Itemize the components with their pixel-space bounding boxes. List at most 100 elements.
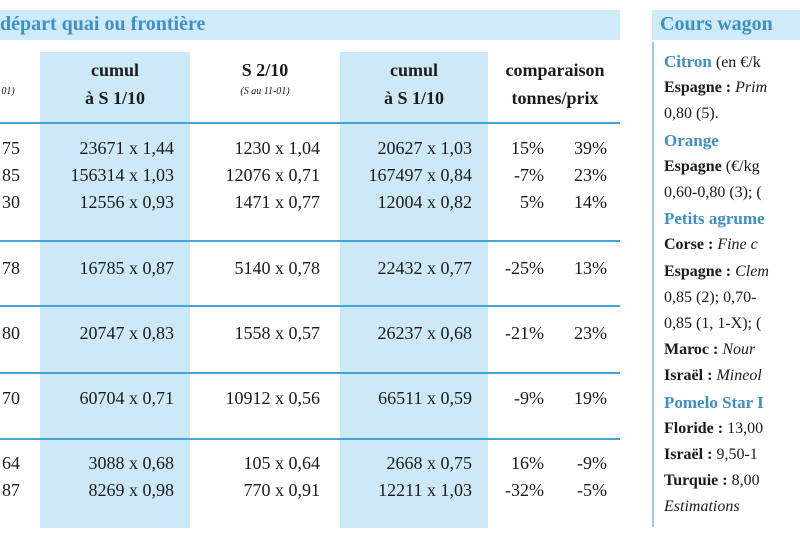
- side-text: (en €/k: [711, 54, 761, 71]
- side-line: 0,85 (2); 0,70-: [664, 286, 756, 309]
- side-line: Orange: [664, 129, 719, 153]
- table-cell: 5%: [520, 192, 544, 212]
- side-text: Fine c: [713, 236, 758, 254]
- side-text: 13,00: [723, 419, 764, 437]
- table-cell: 167497 x 0,84: [368, 165, 473, 185]
- side-text: Citron: [664, 52, 712, 71]
- header-s210: S 2/10 (S au 11-01): [190, 56, 340, 100]
- header-left-sub: 01): [0, 84, 16, 100]
- table-cell: 23671 x 1,44: [79, 138, 175, 158]
- side-text: Espagne :: [664, 262, 732, 280]
- header-cumul-1-line2: à S 1/10: [84, 88, 145, 108]
- table-cell: -9%: [577, 453, 607, 473]
- side-text: 8,00: [727, 472, 760, 490]
- side-text: (€/kg: [721, 157, 760, 175]
- side-line: Citron (en €/k: [664, 50, 761, 74]
- table-cell: -9%: [514, 388, 544, 408]
- table-cell: 12556 x 0,93: [79, 192, 175, 212]
- table-title: départ quai ou frontière: [0, 13, 206, 35]
- table-cell: 5140 x 0,78: [234, 258, 321, 278]
- side-text: Espagne: [664, 157, 722, 175]
- side-text: 9,50-1: [712, 446, 758, 463]
- table-cell: 66511 x 0,59: [378, 388, 472, 408]
- table-cell: 80: [2, 323, 20, 343]
- table-cell: 1558 x 0,57: [234, 323, 321, 343]
- header-s210-line1: S 2/10: [241, 60, 289, 80]
- side-line: Espagne (€/kg: [664, 155, 760, 178]
- side-line: Estimations: [664, 495, 740, 518]
- side-line: Israël : Mineol: [664, 364, 762, 387]
- table-cell: 23%: [574, 165, 607, 185]
- table-cell: 2668 x 0,75: [386, 453, 473, 473]
- side-text: Petits agrume: [664, 209, 765, 229]
- table-cell: 75: [2, 138, 20, 158]
- table-cell: 60704 x 0,71: [79, 388, 175, 408]
- header-cumul-2: cumul à S 1/10: [340, 56, 488, 112]
- table-cell: 10912 x 0,56: [225, 388, 321, 408]
- side-text: Prim: [731, 79, 768, 97]
- header-comparaison-line1: comparaison: [505, 60, 605, 80]
- side-line: Pomelo Star I: [664, 391, 764, 415]
- side-text: 0,60-0,80 (3); (: [664, 184, 762, 201]
- table-cell: -7%: [514, 165, 544, 185]
- side-text: Pomelo Star I: [664, 392, 764, 412]
- table-cell: 39%: [574, 138, 607, 158]
- side-line: Espagne : Clem: [664, 260, 769, 283]
- header-s210-sub: (S au 11-01): [240, 86, 290, 97]
- table-cell: -32%: [505, 480, 544, 500]
- table-cell: 26237 x 0,68: [377, 323, 473, 343]
- table-cell: 770 x 0,91: [243, 480, 321, 500]
- side-line: Turquie : 8,00: [664, 469, 760, 492]
- table-cell: 16%: [511, 453, 544, 473]
- side-text: 0,80 (5).: [664, 105, 719, 123]
- side-text: Estimations: [664, 498, 740, 516]
- header-comparaison-line2: tonnes/prix: [511, 88, 599, 108]
- header-cumul-1: cumul à S 1/10: [40, 56, 190, 112]
- column-band-cumul-2: [340, 52, 488, 528]
- table-cell: 16785 x 0,87: [79, 258, 175, 278]
- divider: [0, 372, 620, 374]
- side-line: 0,80 (5).: [664, 102, 719, 125]
- table-cell: 64: [2, 453, 20, 473]
- table-cell: -25%: [505, 258, 544, 278]
- table-cell: 30: [2, 192, 20, 212]
- header-comparaison: comparaison tonnes/prix: [490, 56, 620, 112]
- side-text: Clem: [731, 262, 769, 280]
- table-cell: 8269 x 0,98: [88, 480, 175, 500]
- side-line: Israël : 9,50-1: [664, 443, 758, 466]
- table-cell: 15%: [511, 138, 544, 158]
- divider: [0, 305, 620, 307]
- side-line: Corse : Fine c: [664, 233, 758, 256]
- header-cumul-2-line1: cumul: [389, 60, 438, 80]
- side-line: 0,60-0,80 (3); (: [664, 181, 762, 204]
- side-line: Maroc : Nour: [664, 338, 755, 361]
- side-text: Corse :: [664, 236, 714, 254]
- divider: [0, 122, 620, 124]
- table-cell: 12211 x 1,03: [378, 480, 472, 500]
- table-cell: 1471 x 0,77: [234, 192, 321, 212]
- divider: [0, 438, 620, 440]
- column-band-cumul-1: [40, 52, 190, 528]
- table-cell: 87: [2, 480, 20, 500]
- table-cell: 1230 x 1,04: [234, 138, 321, 158]
- table-cell: 156314 x 1,03: [70, 165, 175, 185]
- side-text: Maroc :: [664, 341, 719, 359]
- side-text: Orange: [664, 130, 719, 150]
- side-text: Israël :: [664, 367, 713, 385]
- side-title-bar: Cours wagon: [652, 10, 800, 40]
- table-cell: 23%: [574, 323, 607, 343]
- table-title-bar: départ quai ou frontière: [0, 10, 620, 40]
- table-cell: 12076 x 0,71: [225, 165, 321, 185]
- table-cell: 78: [2, 258, 20, 278]
- side-line: Floride : 13,00: [664, 417, 763, 440]
- header-cumul-2-line2: à S 1/10: [383, 88, 444, 108]
- side-line: Espagne : Prim: [664, 76, 767, 99]
- header-left-sub-text: 01): [1, 86, 15, 97]
- side-title: Cours wagon: [660, 13, 773, 35]
- table-cell: -21%: [505, 323, 544, 343]
- side-text: Turquie :: [664, 472, 728, 490]
- table-cell: 22432 x 0,77: [377, 258, 473, 278]
- divider: [0, 240, 620, 242]
- table-cell: 14%: [574, 192, 607, 212]
- table-cell: 12004 x 0,82: [377, 192, 473, 212]
